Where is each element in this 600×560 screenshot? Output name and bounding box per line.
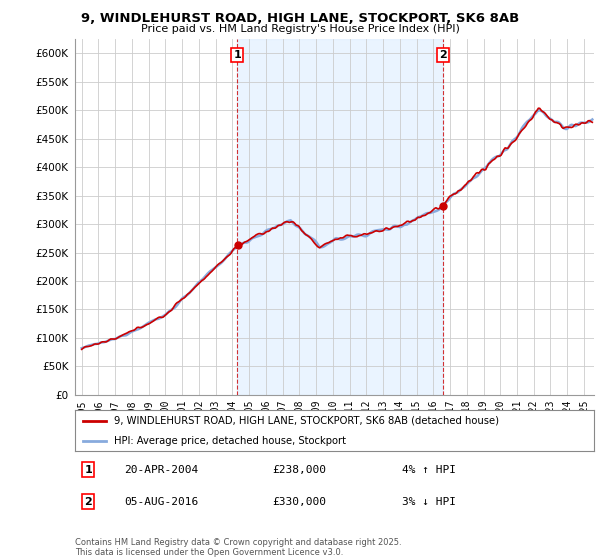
Bar [238,39,443,395]
Text: 9, WINDLEHURST ROAD, HIGH LANE, STOCKPORT, SK6 8AB (detached house): 9, WINDLEHURST ROAD, HIGH LANE, STOCKPOR… [114,416,499,426]
Text: Contains HM Land Registry data © Crown copyright and database right 2025.
This d: Contains HM Land Registry data © Crown c… [75,538,401,557]
Text: Price paid vs. HM Land Registry's House Price Index (HPI): Price paid vs. HM Land Registry's House … [140,24,460,34]
Text: £330,000: £330,000 [272,497,326,507]
Text: 05-AUG-2016: 05-AUG-2016 [124,497,199,507]
Text: 3% ↓ HPI: 3% ↓ HPI [402,497,456,507]
Text: 9, WINDLEHURST ROAD, HIGH LANE, STOCKPORT, SK6 8AB: 9, WINDLEHURST ROAD, HIGH LANE, STOCKPOR… [81,12,519,25]
Text: 1: 1 [233,50,241,60]
Text: HPI: Average price, detached house, Stockport: HPI: Average price, detached house, Stoc… [114,436,346,446]
Text: 20-APR-2004: 20-APR-2004 [124,464,199,474]
Text: 2: 2 [85,497,92,507]
Text: 2: 2 [439,50,447,60]
Text: 4% ↑ HPI: 4% ↑ HPI [402,464,456,474]
Text: £238,000: £238,000 [272,464,326,474]
Text: 1: 1 [85,464,92,474]
